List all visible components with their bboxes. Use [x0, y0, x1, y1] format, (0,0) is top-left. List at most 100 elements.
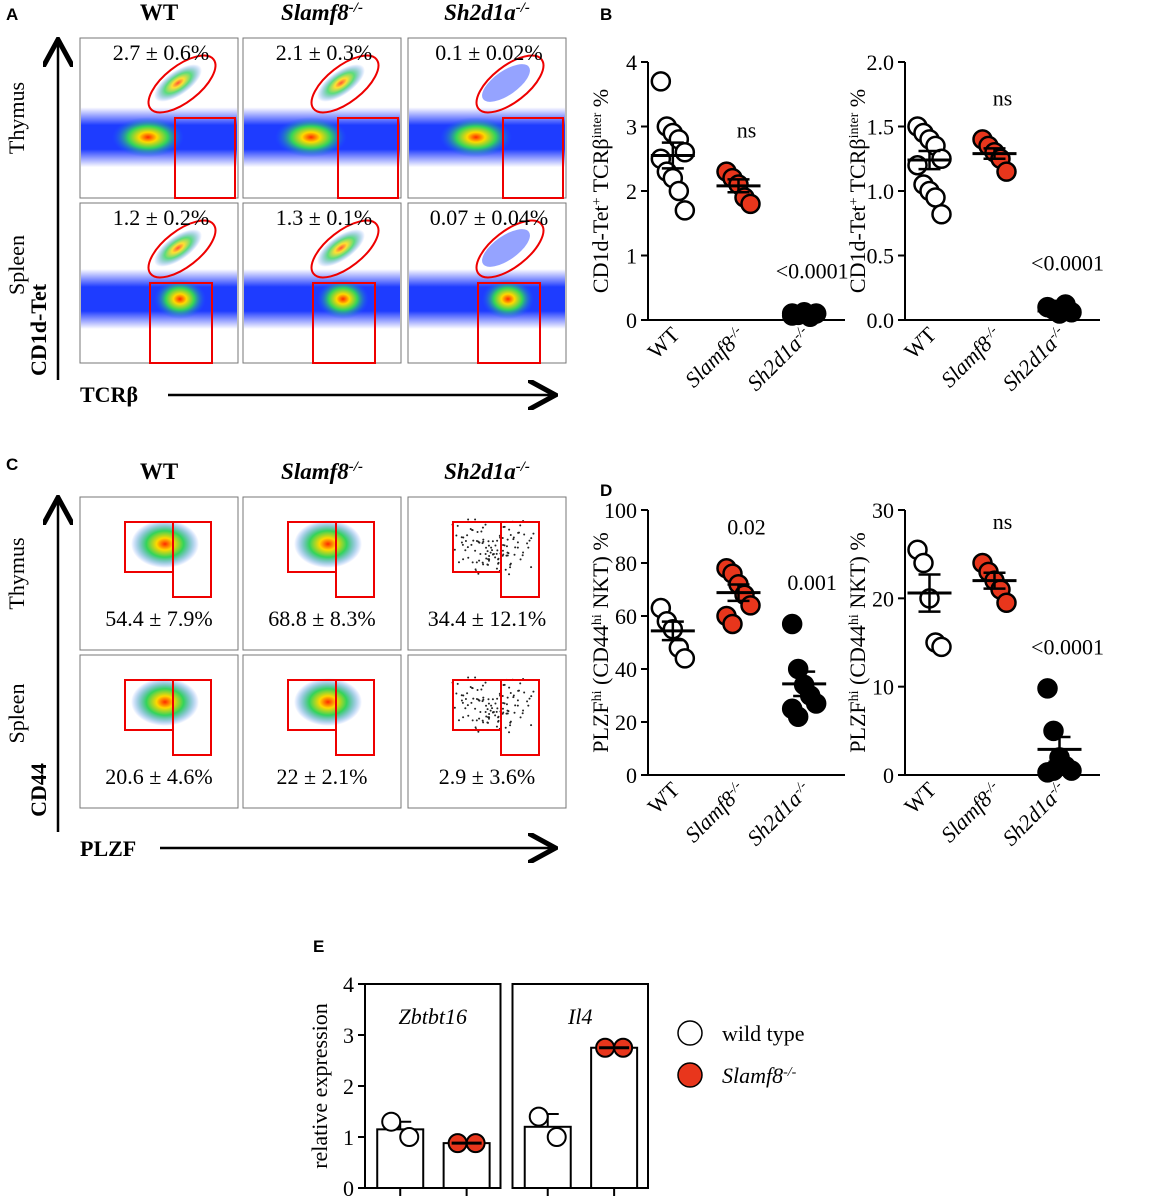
- event: [464, 540, 467, 543]
- text-part: hi: [847, 614, 862, 625]
- event: [487, 559, 490, 562]
- event: [513, 553, 516, 556]
- event: [509, 691, 512, 694]
- event: [509, 724, 512, 727]
- density-core: [154, 279, 206, 319]
- event: [496, 539, 499, 542]
- y-tick-label: 20: [872, 586, 894, 611]
- event: [494, 556, 497, 559]
- column-header: Sh2d1a-/-: [444, 0, 530, 25]
- event: [469, 527, 472, 530]
- data-point: [805, 693, 827, 714]
- data-point: [650, 71, 672, 92]
- event: [489, 551, 492, 554]
- event: [497, 719, 500, 722]
- density-core: [440, 117, 512, 158]
- sem-bar: [661, 620, 684, 642]
- event: [482, 696, 485, 699]
- text-part: TCRβ: [588, 138, 613, 197]
- density-tail: [317, 64, 365, 102]
- x-axis-label: PLZF: [80, 836, 136, 861]
- event: [464, 698, 467, 701]
- event: [471, 529, 474, 532]
- event: [486, 721, 489, 724]
- event: [509, 566, 512, 569]
- data-point: [668, 180, 690, 202]
- event: [501, 536, 504, 539]
- event: [494, 544, 497, 547]
- text-part: Sh2d1a: [444, 459, 516, 484]
- text-part: WT: [899, 321, 941, 363]
- text-part: wild type: [722, 1021, 805, 1046]
- x-tick-label: Slamf8-/-: [936, 777, 1006, 847]
- density-tail: [154, 229, 202, 267]
- gate: [477, 282, 541, 364]
- subpanel-frame: [511, 983, 649, 1189]
- data-point: [1061, 760, 1082, 781]
- y-tick-label: 40: [615, 657, 637, 682]
- event: [532, 532, 535, 535]
- event: [466, 704, 469, 707]
- event: [494, 702, 497, 705]
- text-part: CD1d-Tet: [588, 205, 613, 293]
- sem-bar: [727, 583, 750, 603]
- y-axis-label: PLZFhi (CD44hi NKT) %: [845, 532, 870, 752]
- sem-bar: [983, 147, 1006, 160]
- event: [474, 726, 477, 729]
- event: [532, 690, 535, 693]
- annotation: <0.0001: [776, 258, 849, 283]
- event: [509, 533, 512, 536]
- event: [472, 697, 475, 700]
- event: [496, 707, 499, 710]
- y-tick-label: 0.0: [867, 308, 895, 333]
- text-part: Slamf8: [722, 1063, 783, 1088]
- event: [492, 553, 495, 556]
- event: [488, 712, 491, 715]
- data-point: [996, 592, 1017, 613]
- text-part: +: [847, 197, 862, 205]
- text-part: Sh2d1a: [742, 331, 806, 395]
- data-point: [674, 142, 696, 163]
- gate: [500, 679, 540, 756]
- event: [484, 710, 487, 713]
- event: [488, 554, 491, 557]
- annotation: 0.02: [727, 514, 766, 539]
- event: [496, 549, 499, 552]
- density-core: [131, 678, 199, 726]
- event: [485, 546, 488, 549]
- event: [469, 685, 472, 688]
- event: [474, 549, 477, 552]
- event: [487, 698, 490, 701]
- event: [477, 572, 480, 575]
- data-point: [931, 203, 952, 225]
- data-point: [546, 1127, 567, 1147]
- y-axis-label: CD1d-Tet+ TCRβinter %: [845, 89, 870, 293]
- event: [527, 546, 530, 549]
- event: [470, 701, 473, 704]
- event: [522, 709, 525, 712]
- event: [475, 561, 478, 564]
- percentage: 1.3 ± 0.1%: [276, 205, 372, 230]
- density-core: [275, 117, 347, 158]
- event: [517, 689, 520, 692]
- event: [484, 523, 487, 526]
- column-header: Slamf8-/-: [281, 0, 363, 25]
- text-part: inter: [590, 112, 605, 138]
- percentage: 2.1 ± 0.3%: [276, 40, 372, 65]
- event: [455, 692, 458, 695]
- row-label: Thymus: [4, 537, 29, 609]
- data-point: [740, 595, 761, 616]
- column-header: WT: [140, 459, 178, 484]
- data-point: [781, 613, 803, 635]
- event: [460, 699, 463, 702]
- event: [481, 684, 484, 687]
- event: [502, 702, 505, 705]
- text-part: %: [588, 89, 613, 113]
- data-point: [931, 636, 952, 658]
- column-header: Slamf8-/-: [281, 459, 363, 484]
- y-tick-label: 3: [343, 1023, 354, 1048]
- y-axis-label: CD1d-Tet+ TCRβinter %: [588, 89, 613, 293]
- event: [484, 681, 487, 684]
- gate: [310, 219, 380, 279]
- gate: [337, 117, 399, 199]
